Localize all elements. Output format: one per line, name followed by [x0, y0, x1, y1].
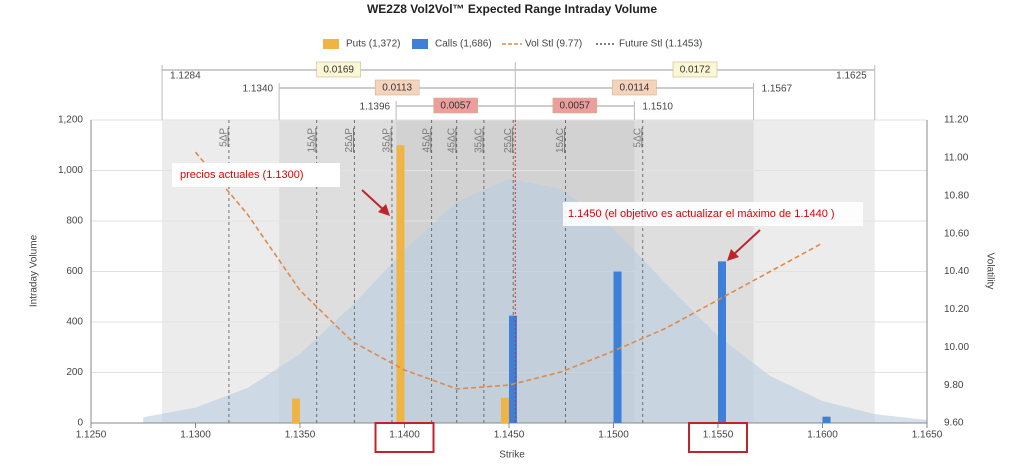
- range-low-label: 1.1396: [360, 102, 391, 113]
- y2-tick-label: 9.80: [944, 380, 964, 391]
- legend-label: Calls (1,686): [435, 39, 492, 50]
- x-tick-label: 1.1500: [598, 430, 629, 441]
- x-tick-label: 1.1250: [76, 430, 107, 441]
- annotation-arrow: [731, 229, 761, 257]
- bar: [396, 145, 405, 423]
- y2-tick-label: 9.60: [944, 418, 964, 429]
- annotation: precios actuales (1.1300): [180, 169, 304, 181]
- y2-tick-label: 11.00: [944, 153, 969, 164]
- annotation: 1.1450 (el objetivo es actualizar el máx…: [568, 208, 835, 220]
- y-tick-label: 800: [66, 216, 83, 227]
- range-box: [672, 61, 718, 78]
- density-area: [143, 178, 927, 423]
- annotation-box: [172, 163, 340, 187]
- range-width-label: 0.0113: [382, 83, 412, 94]
- delta-label: 45ΔP: [421, 128, 432, 153]
- x-tick-label: 1.1350: [285, 430, 316, 441]
- y-tick-label: 1,200: [58, 115, 83, 126]
- x-axis-title: Strike: [499, 450, 525, 461]
- y2-tick-label: 10.20: [944, 304, 969, 315]
- x-tick-label: 1.1450: [494, 430, 525, 441]
- bar: [292, 398, 300, 423]
- y2-tick-label: 11.20: [944, 115, 969, 126]
- legend-label: Future Stl (1.1453): [619, 39, 702, 50]
- delta-label: 25ΔC: [503, 128, 514, 153]
- y2-axis-title: Volatility: [984, 253, 995, 290]
- range-low-label: 1.1284: [170, 71, 201, 82]
- y-tick-label: 600: [66, 266, 83, 277]
- range-low-label: 1.1340: [243, 84, 274, 95]
- range-high-label: 1.1567: [762, 84, 793, 95]
- x-tick-label: 1.1400: [389, 430, 420, 441]
- line: [194, 151, 823, 390]
- range-high-label: 1.1510: [642, 102, 673, 113]
- highlight-box: [374, 422, 435, 453]
- range-box: [374, 79, 420, 96]
- y-tick-label: 200: [66, 367, 83, 378]
- x-tick-label: 1.1550: [703, 430, 734, 441]
- chart-title: WE2Z8 Vol2Vol™ Expected Range Intraday V…: [367, 2, 657, 16]
- range-width-label: 0.0169: [323, 65, 354, 76]
- range-width-label: 0.0057: [560, 101, 591, 112]
- bar: [509, 315, 517, 423]
- range-box: [316, 61, 361, 78]
- y-tick-label: 400: [66, 317, 83, 328]
- x-tick-label: 1.1600: [807, 430, 838, 441]
- range-high-label: 1.1625: [836, 71, 867, 82]
- y2-tick-label: 10.80: [944, 190, 969, 201]
- annotation-box: [563, 202, 863, 226]
- delta-label: 25ΔP: [344, 128, 355, 153]
- range-box: [433, 97, 479, 114]
- y2-tick-label: 10.40: [944, 266, 969, 277]
- delta-label: 15ΔC: [555, 128, 566, 153]
- y-tick-label: 1,000: [58, 165, 83, 176]
- legend-swatch: [412, 39, 428, 49]
- y-tick-label: 0: [77, 418, 83, 429]
- arrow-head: [727, 249, 739, 261]
- x-tick-label: 1.1650: [912, 430, 943, 441]
- range-box: [612, 79, 657, 96]
- delta-label: 45ΔC: [446, 128, 457, 153]
- range-width-label: 0.0114: [619, 83, 649, 94]
- delta-label: 5ΔC: [632, 128, 643, 147]
- bar: [718, 261, 726, 423]
- bar: [822, 416, 831, 423]
- arrow-head: [378, 204, 390, 216]
- bar: [613, 271, 622, 423]
- y-axis-title: Intraday Volume: [29, 234, 40, 307]
- delta-label: 15ΔP: [306, 128, 317, 153]
- delta-label: 35ΔC: [474, 128, 485, 153]
- y2-tick-label: 10.60: [944, 228, 969, 239]
- range-width-label: 0.0172: [680, 65, 711, 76]
- bar: [501, 397, 509, 423]
- legend-label: Puts (1,372): [346, 39, 400, 50]
- range-width-label: 0.0057: [440, 101, 471, 112]
- legend-label: Vol Stl (9.77): [525, 39, 582, 50]
- y2-tick-label: 10.00: [944, 342, 969, 353]
- range-box: [552, 97, 598, 114]
- legend-swatch: [323, 39, 339, 49]
- x-tick-label: 1.1300: [180, 430, 211, 441]
- highlight-box: [688, 422, 748, 453]
- delta-label: 35ΔP: [382, 128, 393, 153]
- delta-label: 5ΔP: [219, 128, 230, 147]
